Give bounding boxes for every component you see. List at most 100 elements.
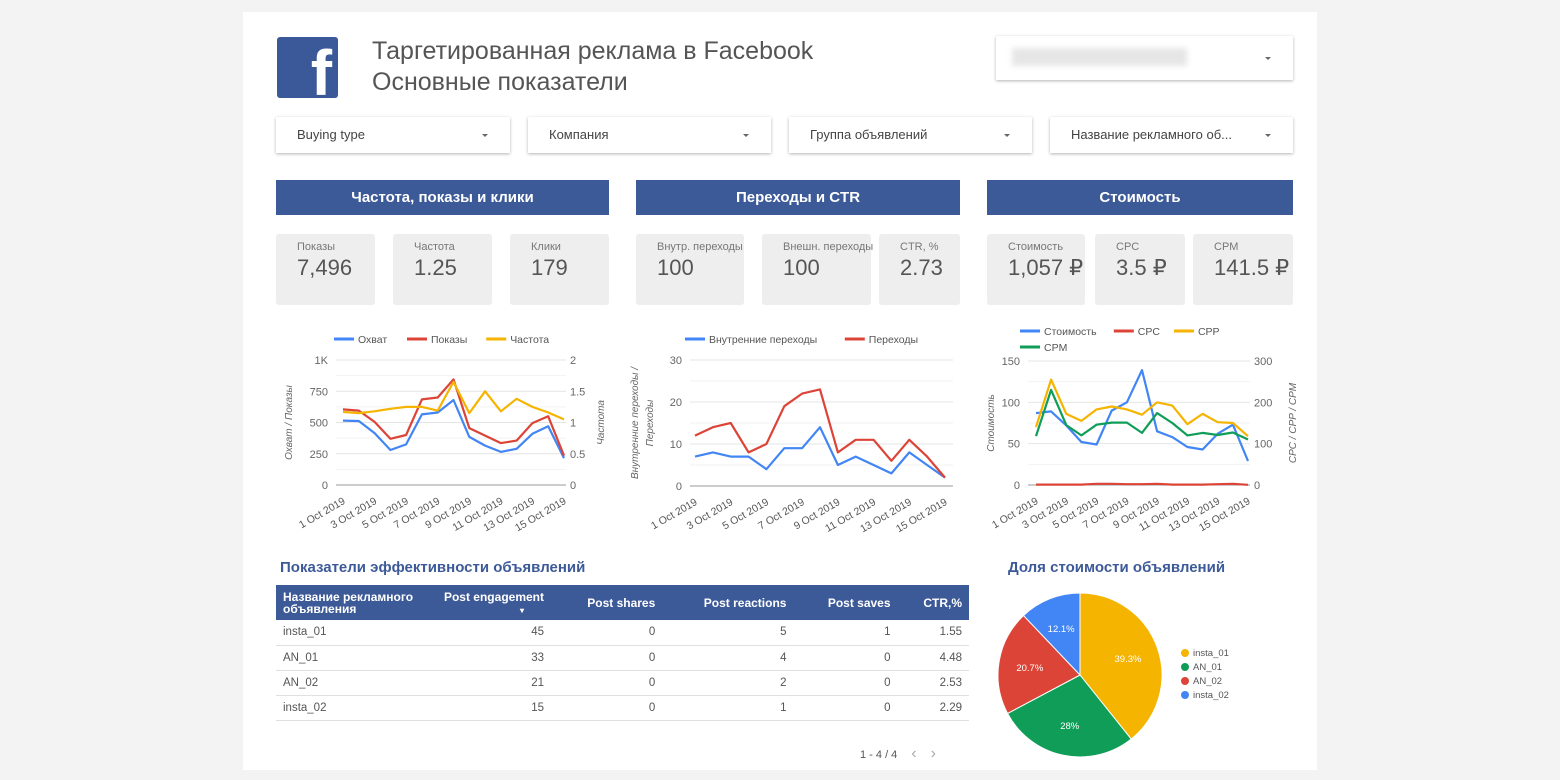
page-title: Таргетированная реклама в Facebook Основн…: [372, 36, 813, 98]
y-tick-label: 150: [1002, 356, 1020, 368]
pie-slice-AN_02: [997, 614, 1081, 715]
table-cell: 0: [793, 645, 898, 671]
table-cell: 2.29: [897, 695, 969, 721]
table-cell: 2.53: [897, 670, 969, 696]
prev-page-button[interactable]: ‹: [911, 745, 917, 762]
y2-tick-label: 2: [570, 355, 576, 367]
filter-label: Название рекламного об...: [1071, 127, 1232, 142]
kpi-label: CPC: [1116, 241, 1140, 253]
pie-slice-insta_01: [1079, 592, 1163, 740]
series-line-0: [694, 426, 946, 479]
legend-label: insta_02: [1193, 690, 1229, 701]
table-row[interactable]: AN_01 33 0 4 0 4.48: [276, 645, 969, 671]
y2-tick-label: 0.5: [570, 449, 585, 461]
kpi-frequency: Частота 1.25: [393, 234, 492, 305]
kpi-cpc: CPC 3.5 ₽: [1095, 234, 1185, 305]
header-label: Post engagement: [443, 590, 544, 604]
legend-dot: [1181, 691, 1189, 699]
table-cell: 0: [793, 695, 898, 721]
legend-dot: [1181, 677, 1189, 685]
table-cell: AN_02: [276, 670, 436, 696]
cost-share-pie-chart: 39.3% insta_01 28% AN_01 20.7% AN_02 12.1% inst…: [997, 592, 1229, 758]
kpi-label: Показы: [297, 241, 336, 253]
y2-tick-label: 200: [1254, 397, 1272, 409]
legend-dot: [1181, 649, 1189, 657]
legend-label: Охват: [358, 334, 387, 346]
kpi-cpm: CPM 141.5 ₽: [1193, 234, 1293, 305]
section-header-cost: Стоимость: [987, 180, 1293, 215]
y2-tick-label: 0: [1254, 480, 1260, 492]
pagination: 1 - 4 / 4 ‹ ›: [860, 745, 936, 763]
series-line-1: [694, 388, 946, 479]
table-row[interactable]: insta_02 15 0 1 0 2.29: [276, 695, 969, 721]
col-header-ad-name[interactable]: Название рекламного объявления: [276, 585, 436, 620]
kpi-internal-clicks: Внутр. переходы 100: [636, 234, 744, 305]
col-header-ctr[interactable]: CTR,%: [897, 585, 969, 620]
table-row[interactable]: insta_01 45 0 5 1 1.55: [276, 620, 969, 646]
pie-slice-AN_01: [1006, 674, 1132, 758]
y2-axis-title: Частота: [596, 400, 607, 445]
y-tick-label: 250: [310, 449, 328, 461]
pie-slice-label: 28%: [1060, 721, 1080, 732]
pie-slice-label: 12.1%: [1048, 624, 1075, 635]
kpi-label: CTR, %: [900, 241, 939, 253]
y-tick-label: 100: [1002, 397, 1020, 409]
y-axis-title: Охват / Показы: [284, 385, 295, 460]
series-line-2: [1034, 378, 1249, 438]
filter-ad-name[interactable]: Название рекламного об...: [1050, 117, 1293, 153]
kpi-clicks: Клики 179: [510, 234, 609, 305]
series-line-1: [1036, 482, 1249, 486]
filter-ad-group[interactable]: Группа объявлений: [789, 117, 1032, 153]
filter-buying-type[interactable]: Buying type: [276, 117, 510, 153]
y2-tick-label: 1.5: [570, 386, 585, 398]
y-tick-label: 20: [670, 397, 682, 409]
table-cell: 0: [793, 670, 898, 696]
filter-label: Группа объявлений: [810, 127, 928, 142]
section-header-clicks-ctr: Переходы и CTR: [636, 180, 960, 215]
pie-title: Доля стоимости объявлений: [1008, 559, 1226, 576]
kpi-value: 7,496: [297, 255, 353, 280]
table-cell: 0: [551, 645, 663, 671]
series-line-0: [342, 398, 565, 459]
y-tick-label: 10: [670, 439, 682, 451]
table-cell: AN_01: [276, 645, 436, 671]
kpi-value: 1.25: [414, 255, 457, 280]
table-cell: insta_01: [276, 620, 436, 646]
col-header-post-reactions[interactable]: Post reactions: [662, 585, 794, 620]
kpi-label: Внутр. переходы: [657, 241, 743, 253]
table-cell: 4.48: [897, 645, 969, 671]
legend-label: AN_01: [1193, 662, 1222, 673]
table-row[interactable]: AN_02 21 0 2 0 2.53: [276, 670, 969, 696]
kpi-label: CPM: [1214, 241, 1239, 253]
facebook-logo-icon: f: [277, 37, 338, 98]
col-header-post-saves[interactable]: Post saves: [793, 585, 898, 620]
next-page-button[interactable]: ›: [930, 745, 936, 762]
kpi-label: Стоимость: [1008, 241, 1064, 253]
legend-label: CPC: [1138, 326, 1161, 338]
blurred-value: [1012, 48, 1187, 66]
series-line-0: [1035, 368, 1250, 462]
col-header-post-shares[interactable]: Post shares: [551, 585, 663, 620]
table-cell: 21: [436, 670, 551, 696]
y2-tick-label: 1: [570, 418, 576, 430]
kpi-value: 3.5 ₽: [1116, 255, 1167, 280]
y-axis-title-line2: Переходы: [645, 399, 656, 446]
kpi-value: 100: [657, 255, 694, 280]
kpi-value: 141.5 ₽: [1214, 255, 1290, 280]
kpi-value: 2.73: [900, 255, 943, 280]
kpi-value: 1,057 ₽: [1008, 255, 1084, 280]
y-tick-label: 0: [676, 481, 682, 493]
date-range-selector[interactable]: [996, 36, 1293, 80]
table-cell: 5: [662, 620, 794, 646]
y-tick-label: 750: [310, 386, 328, 398]
kpi-ctr: CTR, % 2.73: [879, 234, 960, 305]
col-header-post-engagement[interactable]: Post engagement ▾: [436, 585, 551, 620]
kpi-cost: Стоимость 1,057 ₽: [987, 234, 1085, 305]
kpi-label: Внешн. переходы: [783, 241, 874, 253]
pie-slice-label: 39.3%: [1115, 654, 1142, 665]
page-range: 1 - 4 / 4: [860, 749, 898, 761]
filter-label: Компания: [549, 127, 609, 142]
filter-campaign[interactable]: Компания: [528, 117, 771, 153]
